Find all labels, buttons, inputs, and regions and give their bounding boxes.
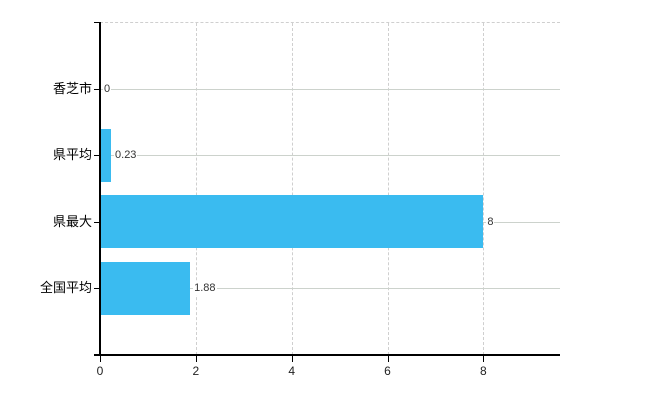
y-axis-tick bbox=[94, 288, 100, 290]
category-gridline bbox=[100, 288, 560, 290]
x-tick-label: 6 bbox=[384, 363, 391, 378]
value-label: 1.88 bbox=[193, 281, 217, 296]
x-axis-tick bbox=[100, 355, 101, 362]
bar bbox=[100, 128, 112, 182]
value-label: 8 bbox=[486, 214, 495, 229]
y-axis-tick bbox=[94, 221, 100, 223]
category-label: 香芝市 bbox=[52, 80, 92, 96]
x-axis-tick bbox=[483, 355, 485, 362]
y-axis-tick bbox=[94, 155, 100, 157]
bar bbox=[100, 261, 191, 315]
x-axis-line bbox=[94, 353, 560, 356]
x-tick-label: 0 bbox=[96, 363, 104, 378]
x-tick-label: 8 bbox=[479, 363, 487, 378]
category-label: 県最大 bbox=[52, 213, 92, 229]
bar bbox=[100, 195, 484, 249]
x-tick-label: 2 bbox=[192, 363, 200, 378]
x-axis-tick bbox=[291, 355, 293, 362]
value-label: 0.23 bbox=[114, 148, 138, 163]
x-gridline bbox=[195, 22, 197, 355]
plot-top-gridline bbox=[100, 21, 560, 23]
y-axis-tick bbox=[94, 88, 100, 90]
category-label: 県平均 bbox=[52, 147, 92, 163]
category-gridline bbox=[100, 88, 560, 90]
y-axis-tick bbox=[94, 21, 100, 23]
x-axis-tick bbox=[195, 355, 197, 362]
x-gridline bbox=[483, 22, 485, 355]
category-label: 全国平均 bbox=[39, 280, 92, 296]
value-label: 0 bbox=[103, 81, 112, 96]
y-axis-line bbox=[99, 21, 101, 355]
category-gridline bbox=[100, 155, 560, 157]
x-gridline bbox=[291, 22, 293, 355]
x-tick-label: 4 bbox=[288, 363, 295, 378]
x-axis-tick bbox=[387, 355, 389, 362]
x-gridline bbox=[387, 22, 389, 355]
